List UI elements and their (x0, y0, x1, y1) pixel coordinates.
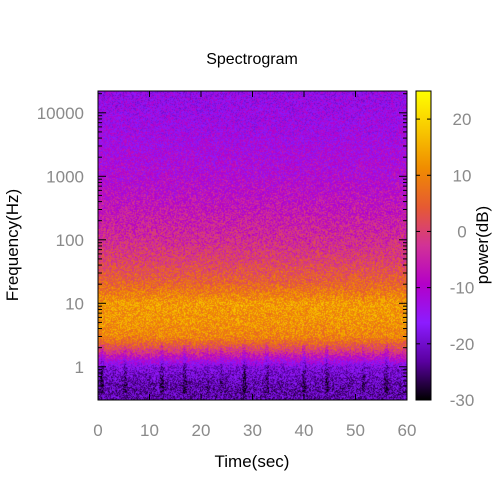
colorbar-title: power(dB) (473, 206, 492, 284)
colorbar-tick-label: -10 (450, 279, 475, 298)
chart-title: Spectrogram (206, 51, 298, 68)
y-axis-title: Frequency(Hz) (3, 189, 22, 301)
x-axis: 0 10 20 30 40 50 60 (93, 91, 416, 440)
spectrogram-heatmap (98, 91, 407, 400)
x-tick-label: 20 (192, 421, 211, 440)
colorbar-axis: -30 -20 -10 0 10 20 (416, 110, 474, 410)
colorbar-frame (415, 90, 432, 401)
y-tick-label: 1 (75, 358, 84, 377)
colorbar-tick-label: 20 (453, 110, 472, 129)
x-tick-label: 60 (398, 421, 417, 440)
y-tick-label: 10 (65, 294, 84, 313)
x-tick-label: 0 (93, 421, 102, 440)
y-tick-label: 1000 (46, 167, 84, 186)
colorbar-tick-label: 0 (457, 222, 466, 241)
x-axis-title: Time(sec) (215, 452, 290, 471)
colorbar (416, 91, 431, 400)
y-tick-label: 100 (56, 231, 84, 250)
x-tick-label: 50 (346, 421, 365, 440)
y-tick-label: 10000 (37, 104, 84, 123)
colorbar-tick-label: 10 (453, 166, 472, 185)
y-axis: 1 10 100 1000 10000 (37, 93, 407, 401)
x-tick-label: 30 (243, 421, 262, 440)
colorbar-tick-label: -30 (450, 391, 475, 410)
x-tick-label: 40 (295, 421, 314, 440)
x-tick-label: 10 (140, 421, 159, 440)
colorbar-tick-label: -20 (450, 335, 475, 354)
